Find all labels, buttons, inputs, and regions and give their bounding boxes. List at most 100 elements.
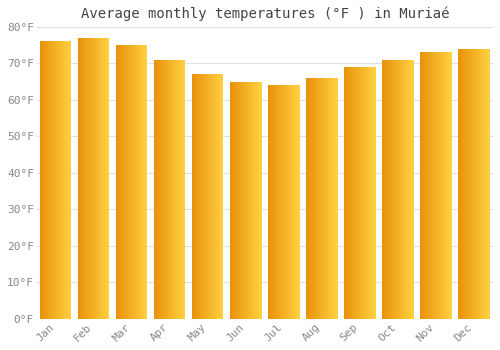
Bar: [307, 78, 308, 319]
Bar: [325, 78, 326, 319]
Bar: [332, 78, 333, 319]
Bar: [392, 60, 393, 319]
Bar: [282, 85, 284, 319]
Bar: [254, 82, 256, 319]
Bar: [124, 45, 125, 319]
Bar: [276, 85, 277, 319]
Bar: [292, 85, 294, 319]
Bar: [446, 52, 448, 319]
Bar: [131, 45, 132, 319]
Bar: [181, 60, 182, 319]
Bar: [198, 74, 199, 319]
Bar: [371, 67, 372, 319]
Bar: [45, 41, 46, 319]
Bar: [125, 45, 126, 319]
Bar: [322, 78, 323, 319]
Bar: [175, 60, 176, 319]
Bar: [159, 60, 160, 319]
Bar: [211, 74, 212, 319]
Bar: [344, 67, 345, 319]
Bar: [291, 85, 292, 319]
Bar: [53, 41, 54, 319]
Bar: [199, 74, 200, 319]
Bar: [288, 85, 289, 319]
Bar: [214, 74, 216, 319]
Bar: [400, 60, 401, 319]
Bar: [375, 67, 376, 319]
Bar: [130, 45, 131, 319]
Bar: [426, 52, 428, 319]
Bar: [297, 85, 298, 319]
Bar: [134, 45, 135, 319]
Bar: [257, 82, 258, 319]
Bar: [433, 52, 434, 319]
Bar: [330, 78, 332, 319]
Bar: [429, 52, 430, 319]
Bar: [54, 41, 55, 319]
Bar: [324, 78, 325, 319]
Bar: [82, 38, 83, 319]
Bar: [459, 49, 460, 319]
Bar: [285, 85, 286, 319]
Bar: [234, 82, 236, 319]
Bar: [243, 82, 244, 319]
Bar: [169, 60, 170, 319]
Bar: [204, 74, 206, 319]
Bar: [79, 38, 80, 319]
Bar: [328, 78, 329, 319]
Bar: [118, 45, 120, 319]
Bar: [460, 49, 461, 319]
Bar: [272, 85, 274, 319]
Bar: [277, 85, 278, 319]
Bar: [467, 49, 468, 319]
Bar: [60, 41, 62, 319]
Bar: [357, 67, 358, 319]
Bar: [354, 67, 355, 319]
Bar: [449, 52, 450, 319]
Bar: [287, 85, 288, 319]
Bar: [423, 52, 424, 319]
Bar: [65, 41, 66, 319]
Bar: [49, 41, 50, 319]
Bar: [284, 85, 285, 319]
Bar: [329, 78, 330, 319]
Bar: [164, 60, 165, 319]
Bar: [474, 49, 476, 319]
Bar: [89, 38, 90, 319]
Bar: [394, 60, 395, 319]
Bar: [270, 85, 271, 319]
Bar: [59, 41, 60, 319]
Bar: [252, 82, 254, 319]
Bar: [271, 85, 272, 319]
Bar: [316, 78, 317, 319]
Bar: [146, 45, 147, 319]
Bar: [314, 78, 315, 319]
Bar: [430, 52, 431, 319]
Bar: [428, 52, 429, 319]
Bar: [192, 74, 193, 319]
Bar: [275, 85, 276, 319]
Bar: [155, 60, 156, 319]
Bar: [256, 82, 257, 319]
Bar: [233, 82, 234, 319]
Bar: [406, 60, 408, 319]
Bar: [196, 74, 198, 319]
Bar: [405, 60, 406, 319]
Bar: [440, 52, 441, 319]
Bar: [396, 60, 397, 319]
Bar: [372, 67, 373, 319]
Bar: [404, 60, 405, 319]
Bar: [356, 67, 357, 319]
Bar: [387, 60, 388, 319]
Bar: [182, 60, 183, 319]
Bar: [390, 60, 391, 319]
Bar: [173, 60, 174, 319]
Bar: [312, 78, 313, 319]
Bar: [207, 74, 208, 319]
Bar: [327, 78, 328, 319]
Bar: [201, 74, 202, 319]
Bar: [170, 60, 171, 319]
Bar: [473, 49, 474, 319]
Bar: [194, 74, 195, 319]
Bar: [107, 38, 108, 319]
